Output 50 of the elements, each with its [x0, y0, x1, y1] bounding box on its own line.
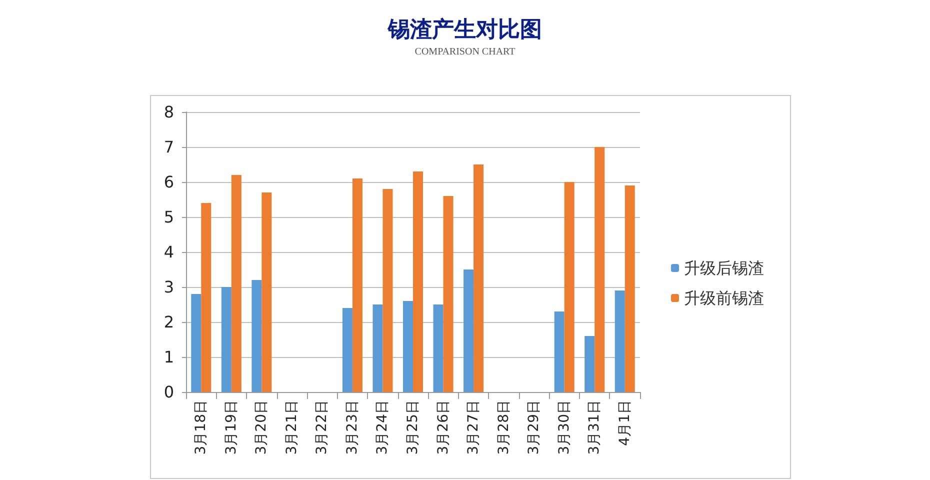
- x-tick-label: 3月22日: [314, 400, 330, 455]
- bar: [221, 287, 232, 392]
- y-tick-label: 8: [164, 102, 174, 122]
- bar: [252, 280, 262, 392]
- bar: [342, 308, 352, 392]
- chart-title: 锡渣产生对比图: [387, 16, 542, 42]
- bar: [554, 312, 564, 392]
- bar: [382, 189, 393, 392]
- bar: [474, 164, 484, 392]
- y-tick-label: 1: [164, 348, 174, 366]
- x-tick-label: 3月20日: [254, 400, 270, 455]
- x-tick-label: 3月23日: [344, 400, 360, 455]
- bar: [191, 294, 202, 392]
- y-tick-label: 6: [164, 172, 174, 192]
- bar: [594, 147, 605, 392]
- y-tick-label: 7: [164, 138, 174, 156]
- x-tick-label: 3月24日: [374, 400, 391, 455]
- x-tick-label: 3月30日: [556, 400, 572, 455]
- x-tick-label: 4月1日: [616, 400, 633, 446]
- bar: [624, 186, 635, 392]
- bar: [614, 290, 625, 392]
- y-tick-label: 4: [164, 242, 174, 262]
- y-tick-label: 3: [164, 278, 174, 296]
- y-tick-label: 2: [164, 312, 174, 332]
- y-tick-label: 5: [164, 208, 174, 226]
- bar: [262, 192, 272, 392]
- bar: [413, 172, 423, 392]
- x-tick-label: 3月26日: [435, 400, 452, 455]
- x-tick-label: 3月19日: [223, 400, 240, 455]
- chart-subtitle: COMPARISON CHART: [414, 46, 516, 58]
- x-tick-label: 3月28日: [496, 400, 512, 455]
- bar: [464, 270, 474, 392]
- bar: [584, 336, 595, 392]
- y-tick-label: 0: [164, 382, 174, 402]
- legend-label: 升级前锡渣: [684, 288, 764, 308]
- bar: [201, 203, 212, 392]
- legend-label: 升级后锡渣: [684, 258, 764, 278]
- bar: [352, 178, 362, 392]
- x-tick-label: 3月31日: [586, 400, 603, 455]
- x-tick-label: 3月29日: [526, 400, 542, 455]
- bar: [372, 304, 383, 392]
- x-tick-label: 3月18日: [193, 400, 210, 455]
- bar: [433, 304, 444, 392]
- x-tick-label: 3月27日: [466, 400, 482, 455]
- x-tick-label: 3月21日: [284, 400, 300, 455]
- bar: [403, 301, 413, 392]
- bar: [231, 175, 242, 392]
- bar: [443, 196, 454, 392]
- x-tick-label: 3月25日: [405, 400, 421, 455]
- bar: [564, 182, 574, 392]
